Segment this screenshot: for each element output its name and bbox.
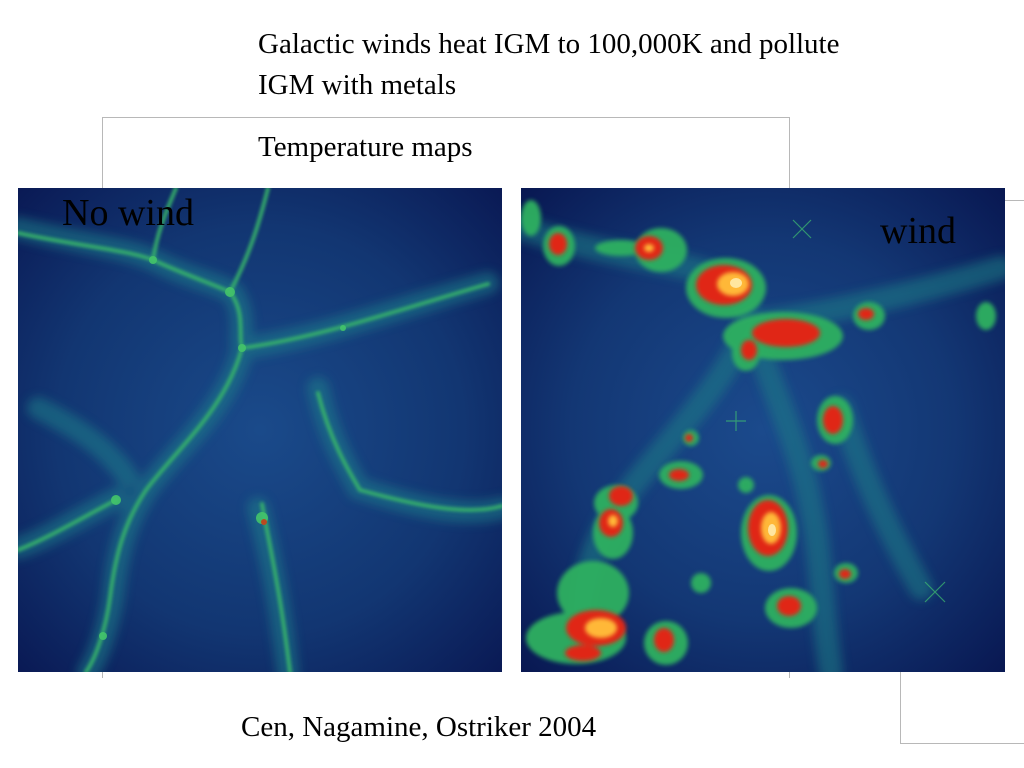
slide-subtitle: Temperature maps (258, 131, 473, 163)
temperature-map-wind (521, 188, 1005, 672)
no-wind-map-image (18, 188, 502, 672)
wind-label: wind (880, 210, 956, 252)
citation: Cen, Nagamine, Ostriker 2004 (241, 711, 597, 743)
wind-map-image (521, 188, 1005, 672)
slide-title: Galactic winds heat IGM to 100,000K and … (258, 28, 840, 101)
temperature-map-no-wind (18, 188, 502, 672)
no-wind-label: No wind (62, 192, 194, 234)
